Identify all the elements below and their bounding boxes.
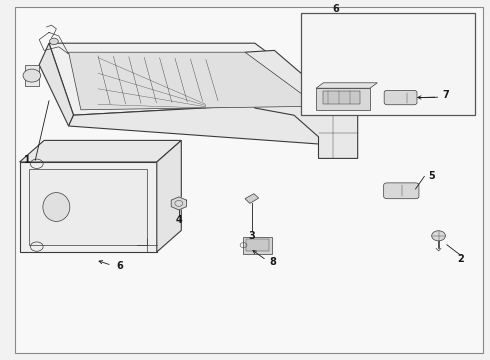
Polygon shape (245, 194, 259, 203)
Polygon shape (20, 140, 181, 162)
Text: 3: 3 (248, 231, 255, 241)
Polygon shape (245, 50, 358, 158)
Polygon shape (171, 197, 187, 210)
Text: 6: 6 (332, 4, 339, 14)
Text: 6: 6 (117, 261, 123, 271)
Text: 2: 2 (457, 254, 464, 264)
Circle shape (49, 38, 58, 45)
Ellipse shape (43, 193, 70, 221)
Circle shape (432, 231, 445, 241)
Text: 7: 7 (442, 90, 449, 100)
Text: 5: 5 (428, 171, 435, 181)
Polygon shape (316, 88, 370, 110)
Polygon shape (20, 162, 157, 252)
Polygon shape (69, 52, 318, 110)
Bar (323, 91, 360, 104)
Text: 4: 4 (175, 215, 182, 225)
Polygon shape (29, 169, 147, 245)
Polygon shape (157, 140, 181, 252)
Bar (246, 239, 269, 251)
Text: 1: 1 (24, 155, 30, 165)
Bar (243, 237, 272, 254)
Bar (301, 13, 475, 115)
Text: 8: 8 (269, 257, 276, 267)
Circle shape (23, 69, 41, 82)
Polygon shape (49, 43, 333, 115)
Polygon shape (39, 43, 74, 126)
FancyBboxPatch shape (384, 90, 417, 105)
Polygon shape (316, 83, 377, 88)
FancyBboxPatch shape (384, 183, 419, 199)
Polygon shape (69, 101, 333, 144)
Polygon shape (24, 65, 39, 86)
